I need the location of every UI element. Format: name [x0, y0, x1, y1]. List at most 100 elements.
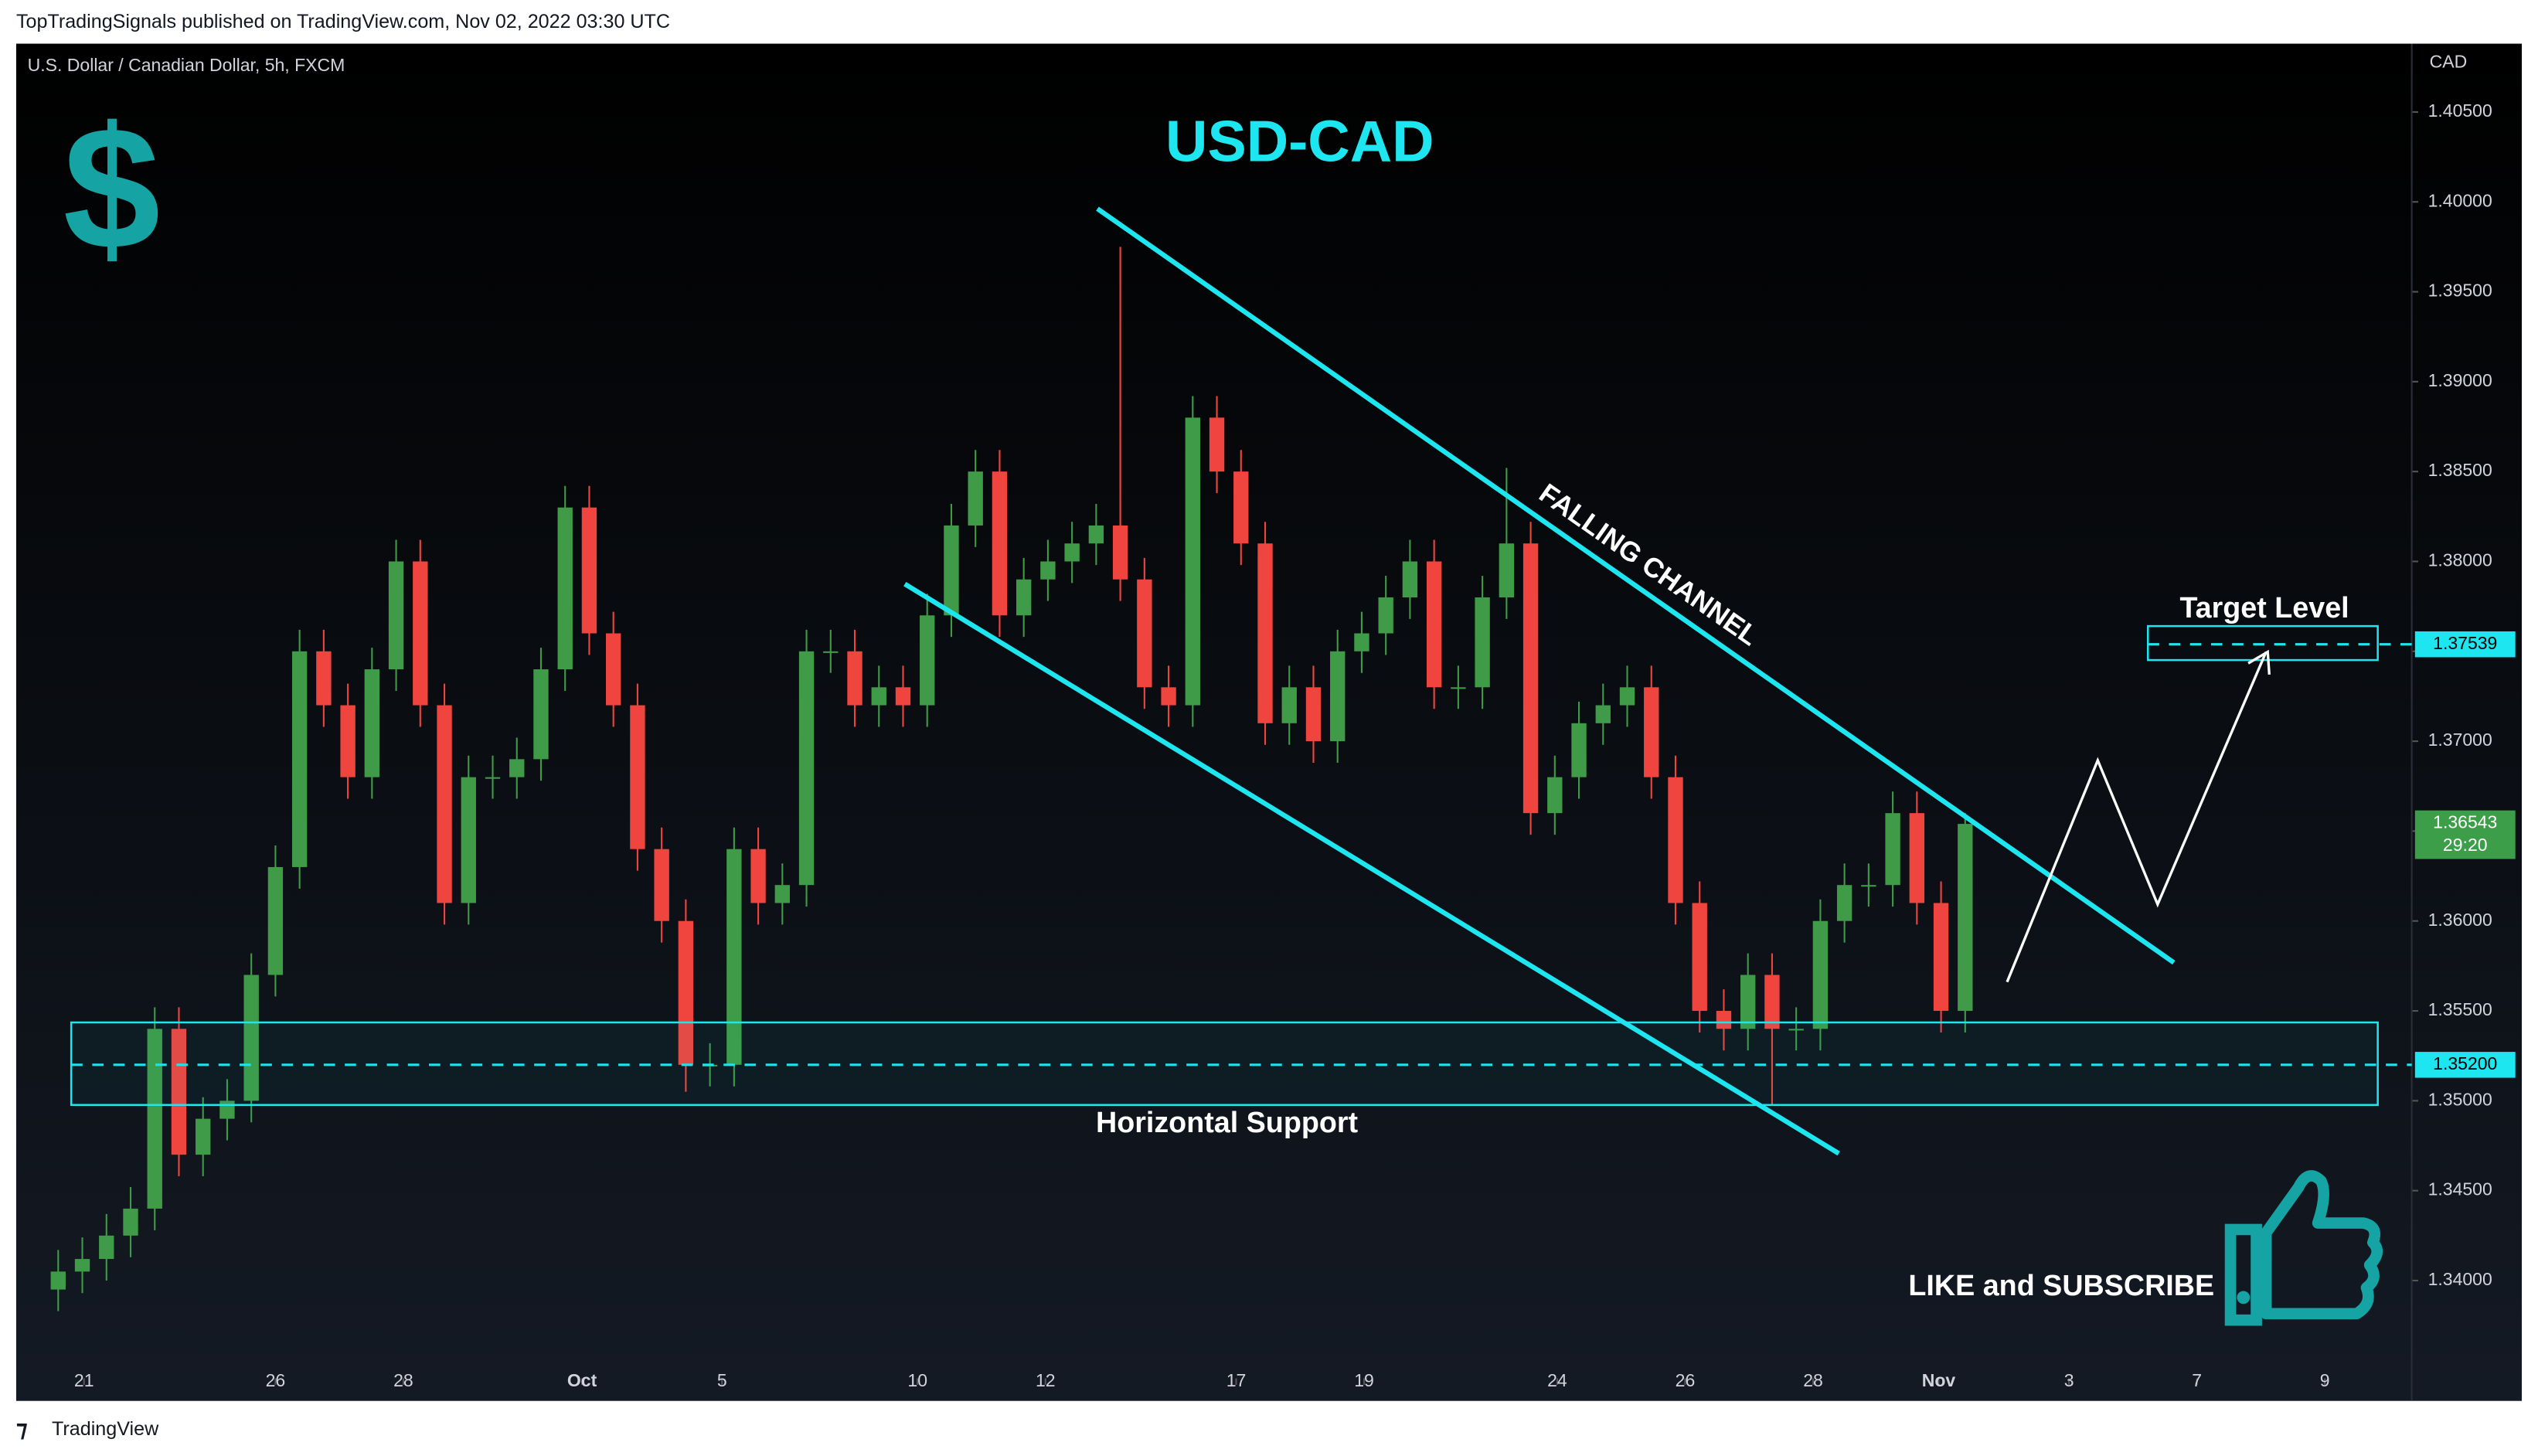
candle-body [1933, 903, 1949, 1012]
candle-body [1861, 885, 1876, 887]
candle-body [1812, 920, 1829, 1029]
chart-title: USD-CAD [1165, 108, 1434, 173]
y-tick-label: 1.34500 [2428, 1179, 2492, 1199]
candle-body [1209, 417, 1225, 472]
x-tick-label: 7 [2192, 1370, 2202, 1390]
candle-body [1305, 687, 1322, 742]
candle-body [533, 669, 549, 760]
target-price-tag [2414, 631, 2516, 658]
current-price: 1.36543 [2433, 811, 2497, 832]
candle-body [968, 471, 983, 526]
candle-body [1378, 597, 1393, 634]
candle-body [1451, 687, 1466, 689]
candle-body [1595, 705, 1611, 723]
currency: CAD [2430, 52, 2468, 72]
candle-body [147, 1029, 162, 1209]
candle-body [243, 975, 259, 1101]
y-tick-label: 1.39500 [2428, 281, 2492, 301]
cta-label: LIKE and SUBSCRIBE [1908, 1269, 2214, 1301]
y-tick-label: 1.36000 [2428, 910, 2492, 930]
candle-body [99, 1235, 114, 1260]
candle-body [1764, 975, 1780, 1029]
y-tick-label: 1.35000 [2428, 1089, 2492, 1109]
projection-path [2006, 651, 2268, 983]
candle-body [871, 687, 886, 706]
candle-body [413, 561, 428, 706]
candle-body [750, 849, 766, 903]
candle-body [1354, 633, 1369, 651]
candle-body [1788, 1029, 1804, 1031]
candle-body [388, 561, 404, 670]
footer [0, 1400, 2538, 1456]
candle-body [1475, 597, 1490, 688]
dollar-icon: $ [63, 90, 161, 285]
y-tick-label: 1.37000 [2428, 730, 2492, 750]
candle-body [1740, 975, 1756, 1029]
support-label: Horizontal Support [1096, 1106, 1359, 1138]
candle-body [437, 705, 452, 903]
symbol: U.S. Dollar / Canadian Dollar, 5h, FXCM [28, 55, 345, 75]
x-tick-label: 17 [1226, 1370, 1247, 1390]
candle-body [1257, 543, 1273, 723]
support-zone [70, 1021, 2379, 1107]
candle-body [267, 866, 284, 975]
candle-body [316, 651, 332, 706]
candle-body [1522, 543, 1539, 814]
candle-body [654, 849, 669, 921]
candle-body [581, 507, 597, 634]
candle-body [509, 759, 525, 777]
y-tick-label: 1.38500 [2428, 460, 2492, 480]
candle-body [1040, 561, 1056, 580]
x-tick-label: 19 [1354, 1370, 1374, 1390]
x-tick-label: 26 [1676, 1370, 1696, 1390]
candle-body [1426, 561, 1442, 688]
current-price-tag [2414, 810, 2516, 859]
candle-body [485, 777, 501, 779]
candle-body [74, 1259, 90, 1272]
candle-body [557, 507, 573, 670]
candle-body [774, 885, 791, 903]
y-tick-label: 1.39000 [2428, 370, 2492, 390]
plot: 1.34000 1.34500 1.35000 1.35500 1.36000 1.365… [50, 43, 2516, 1401]
candle-body [1233, 471, 1249, 544]
candle-body [1161, 687, 1176, 706]
thumb-icon [2224, 1170, 2383, 1326]
candle-body [920, 615, 935, 706]
support-price-tag [2414, 1052, 2516, 1078]
channel-upper [1096, 206, 2176, 965]
candle-body [1836, 885, 1852, 921]
candle-body [196, 1118, 211, 1155]
candle-body [1644, 687, 1659, 777]
x-tick-label: 24 [1547, 1370, 1567, 1390]
candle-body [171, 1029, 187, 1155]
candle-body [823, 651, 839, 653]
candle-body [50, 1271, 66, 1290]
candle-body [1885, 813, 1900, 886]
candle-body [1016, 579, 1032, 616]
candle-body [1112, 525, 1128, 580]
x-tick-label: 28 [1803, 1370, 1823, 1390]
x-tick-label: 26 [266, 1370, 286, 1390]
x-tick-label: 21 [74, 1370, 94, 1390]
projection-arrow [2247, 649, 2271, 675]
candle-body [678, 920, 694, 1065]
target-label: Target Level [2179, 591, 2349, 624]
x-tick-label: 3 [2064, 1370, 2074, 1390]
candle-body [461, 777, 476, 903]
candle-body [123, 1208, 138, 1236]
x-tick-label: 5 [717, 1370, 727, 1390]
candle-body [1281, 687, 1297, 723]
candle-body [798, 651, 815, 886]
countdown: 29:20 [2443, 835, 2488, 855]
y-tick-label: 1.40000 [2428, 190, 2492, 210]
x-tick-label: 28 [393, 1370, 413, 1390]
x-tick-label: 9 [2320, 1370, 2330, 1390]
candle-body [1088, 525, 1104, 544]
support-price: 1.35200 [2433, 1053, 2497, 1073]
y-tick-label: 1.35500 [2428, 999, 2492, 1019]
candle-body [340, 705, 356, 777]
header: TopTradingSignals published on TradingVi… [16, 11, 670, 32]
candle-body [847, 651, 862, 706]
candle-body [992, 471, 1008, 616]
